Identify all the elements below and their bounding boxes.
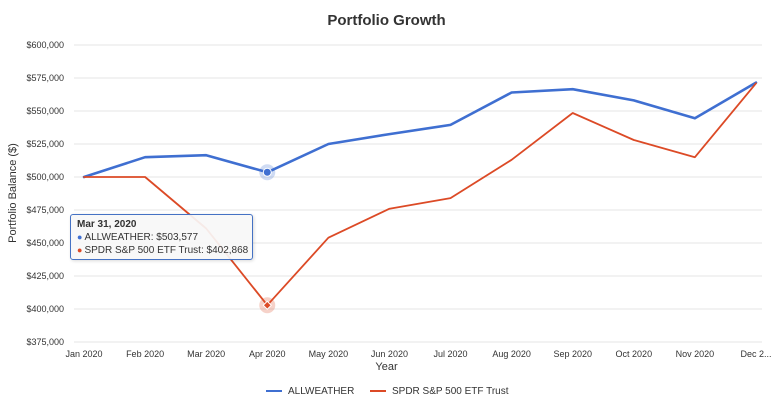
x-tick-label: May 2020 xyxy=(309,349,349,359)
y-axis-ticks: $375,000 $400,000 $425,000 $450,000 $475,000… xyxy=(26,40,64,347)
hover-point xyxy=(262,167,272,177)
x-tick-label: Sep 2020 xyxy=(553,349,592,359)
y-tick-label: $500,000 xyxy=(26,172,64,182)
x-tick-label: Mar 2020 xyxy=(187,349,225,359)
tooltip-allweather-text: ALLWEATHER: $503,577 xyxy=(84,232,199,243)
tooltip-bullet-icon: ● xyxy=(77,245,83,255)
series-line-spdr xyxy=(83,82,757,307)
tooltip-row-allweather: ● ALLWEATHER: $503,577 xyxy=(77,231,246,244)
legend: ALLWEATHER SPDR S&P 500 ETF Trust xyxy=(266,386,509,397)
x-tick-label: Oct 2020 xyxy=(616,349,653,359)
x-tick-label: Jul 2020 xyxy=(434,349,468,359)
y-tick-label: $425,000 xyxy=(26,271,64,281)
tooltip-row-spdr: ● SPDR S&P 500 ETF Trust: $402,868 xyxy=(77,244,249,257)
tooltip-date: Mar 31, 2020 xyxy=(77,219,137,230)
hover-tooltip: Mar 31, 2020 ● ALLWEATHER: $503,577 ● SPDR… xyxy=(70,214,253,260)
y-tick-label: $550,000 xyxy=(26,106,64,116)
grid-lines xyxy=(74,44,762,343)
x-tick-label: Nov 2020 xyxy=(676,349,715,359)
y-tick-label: $600,000 xyxy=(26,40,64,50)
y-tick-label: $575,000 xyxy=(26,73,64,83)
x-tick-label: Dec 2... xyxy=(740,349,771,359)
y-tick-label: $450,000 xyxy=(26,238,64,248)
y-tick-label: $475,000 xyxy=(26,205,64,215)
x-tick-label: Feb 2020 xyxy=(126,349,164,359)
x-tick-label: Aug 2020 xyxy=(492,349,531,359)
x-tick-label: Jun 2020 xyxy=(371,349,408,359)
tooltip-spdr-text: SPDR S&P 500 ETF Trust: $402,868 xyxy=(84,245,249,256)
y-tick-label: $525,000 xyxy=(26,139,64,149)
tooltip-bullet-icon: ● xyxy=(77,232,83,242)
hover-markers xyxy=(259,164,276,314)
x-tick-label: Jan 2020 xyxy=(65,349,102,359)
hover-point xyxy=(262,300,272,310)
x-axis-title: Year xyxy=(375,361,398,373)
legend-item-label: ALLWEATHER xyxy=(288,386,354,397)
series-line-allweather xyxy=(82,81,758,179)
chart-title: Portfolio Growth xyxy=(327,12,445,29)
y-tick-label: $400,000 xyxy=(26,304,64,314)
series-lines xyxy=(82,81,758,307)
y-axis-title: Portfolio Balance ($) xyxy=(7,143,19,243)
legend-item-label: SPDR S&P 500 ETF Trust xyxy=(392,386,509,397)
x-axis-ticks: Jan 2020 Feb 2020 Mar 2020 Apr 2020 May 2020… xyxy=(65,349,771,359)
y-tick-label: $375,000 xyxy=(26,337,64,347)
x-tick-label: Apr 2020 xyxy=(249,349,286,359)
